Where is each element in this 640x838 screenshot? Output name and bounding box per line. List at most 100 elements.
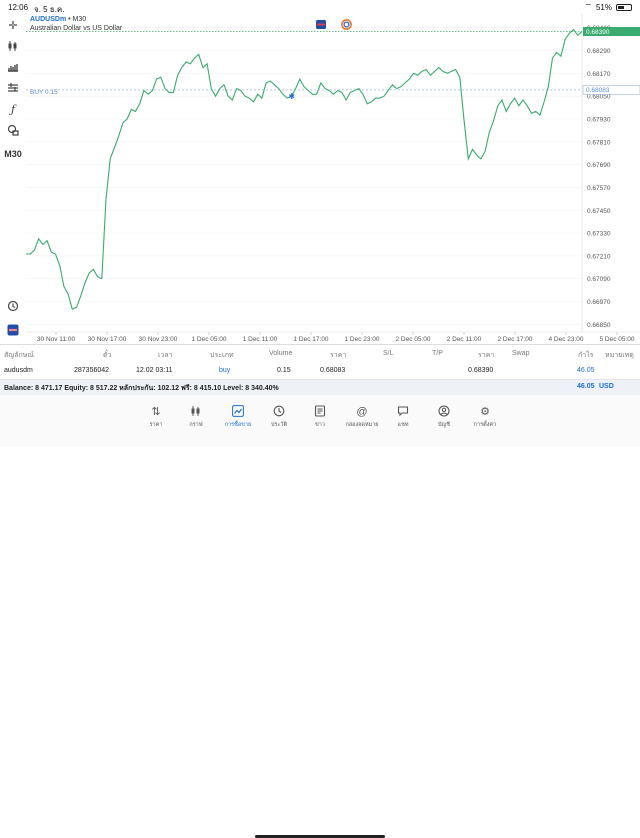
- chart-symbol-description: Australian Dollar vs US Dollar: [30, 25, 123, 32]
- y-tick-label: 0.68290: [587, 48, 611, 55]
- crosshair-icon[interactable]: ✛: [8, 19, 18, 32]
- tab-mailbox[interactable]: @ กล่องจดหมาย: [342, 405, 382, 429]
- x-tick-label: 2 Dec 11:00: [447, 336, 482, 343]
- position-profit: 46.05: [577, 367, 595, 374]
- history-clock-icon: [259, 405, 299, 419]
- current-price-tag: [583, 27, 640, 37]
- y-tick-label: 0.67090: [587, 276, 611, 283]
- tab-chat[interactable]: แชท: [383, 405, 423, 429]
- total-profit: 46.05: [577, 383, 595, 390]
- y-tick-label: 0.68050: [587, 94, 611, 101]
- y-tick-label: 0.67930: [587, 116, 611, 123]
- indicators-icon[interactable]: [5, 60, 21, 74]
- quotes-arrows-icon: ⇅: [151, 406, 161, 418]
- position-row[interactable]: audusdm 287356042 12.02 03:11 buy 0.15 0…: [0, 362, 640, 378]
- flag-icon[interactable]: [5, 323, 21, 337]
- col-type: ประเภท: [210, 352, 234, 359]
- col-price: ราคา: [330, 352, 347, 359]
- status-right: ⌔ 51%: [584, 2, 632, 12]
- status-bar: 12:06 จ. 5 ธ.ค. ⌔ 51%: [0, 0, 640, 14]
- y-tick-label: 0.67450: [587, 208, 611, 215]
- position-current-price: 0.68390: [468, 367, 494, 374]
- price-series-line: [26, 28, 583, 310]
- account-summary: Balance: 8 471.17 Equity: 8 517.22 หลักป…: [0, 379, 640, 396]
- position-time: 12.02 03:11: [136, 367, 173, 374]
- function-icon[interactable]: ƒ: [10, 102, 16, 116]
- position-ticket: 287356042: [74, 367, 110, 374]
- tab-history[interactable]: ประวัติ: [259, 405, 299, 429]
- y-tick-label: 0.68170: [587, 71, 611, 78]
- y-tick-label: 0.67330: [587, 231, 611, 238]
- y-tick-label: 0.66850: [587, 322, 611, 329]
- x-tick-label: 1 Dec 23:00: [344, 336, 379, 343]
- col-sl: S/L: [383, 350, 394, 357]
- timeframe-selector[interactable]: M30: [4, 149, 22, 159]
- y-tick-label: 0.67210: [587, 253, 611, 260]
- x-tick-label: 2 Dec 05:00: [395, 336, 430, 343]
- chart-bars-icon: [176, 405, 216, 419]
- position-type: buy: [219, 367, 231, 374]
- chart-toolbar: ✛ ƒ M30: [0, 14, 26, 344]
- chart-type-icon[interactable]: [5, 39, 21, 53]
- chart-symbol: AUDUSDm: [30, 16, 67, 23]
- objects-icon[interactable]: [5, 81, 21, 95]
- current-price-text: 0.68390: [586, 29, 610, 36]
- y-tick-label: 0.67810: [587, 139, 611, 146]
- position-volume: 0.15: [277, 367, 291, 374]
- col-profit: กำไร: [578, 352, 594, 359]
- currency: USD: [599, 383, 614, 390]
- x-tick-label: 4 Dec 23:00: [548, 336, 583, 343]
- status-date: จ. 5 ธ.ค.: [34, 5, 65, 14]
- buy-marker-icon: ✱: [288, 92, 295, 101]
- y-tick-label: 0.66970: [587, 299, 611, 306]
- alarm-clock-icon[interactable]: [5, 299, 21, 313]
- tab-news[interactable]: ข่าว: [300, 405, 340, 429]
- x-tick-label: 1 Dec 17:00: [293, 336, 328, 343]
- balance-text: Balance: 8 471.17 Equity: 8 517.22 หลักป…: [4, 385, 279, 392]
- x-tick-label: 1 Dec 05:00: [191, 336, 226, 343]
- tab-trade[interactable]: การซื้อขาย: [218, 405, 258, 429]
- col-ticket: ตั๋ว: [103, 352, 112, 359]
- col-tp: T/P: [432, 350, 443, 357]
- mailbox-at-icon: @: [356, 406, 368, 418]
- battery-icon: [616, 3, 632, 11]
- trade-icon: [218, 405, 258, 419]
- x-tick-label: 5 Dec 05:00: [599, 336, 634, 343]
- bottom-tab-bar: ⇅ ราคา กราฟ การซื้อขาย ประวัติ ข่าว @ กล…: [0, 395, 640, 838]
- y-tick-label: 0.67570: [587, 185, 611, 192]
- settings-gear-icon: ⚙: [480, 406, 490, 418]
- col-time: เวลา: [158, 352, 173, 359]
- position-symbol: audusdm: [4, 367, 33, 374]
- buy-order-label: BUY 0.15: [30, 89, 58, 96]
- x-tick-label: 30 Nov 23:00: [139, 336, 178, 343]
- wifi-icon: ⌔: [584, 2, 592, 11]
- chat-icon: [383, 405, 423, 419]
- positions-header: สัญลักษณ์ ตั๋ว เวลา ประเภท Volume ราคา S…: [0, 344, 640, 363]
- col-price-current: ราคา: [478, 352, 495, 359]
- shapes-icon[interactable]: [5, 123, 21, 137]
- x-tick-label: 1 Dec 11:00: [243, 336, 278, 343]
- col-swap: Swap: [512, 350, 530, 357]
- chart-symbol-title: AUDUSDm • M30: [30, 16, 86, 23]
- price-chart[interactable]: 0.684100.682900.681700.680500.679300.678…: [26, 14, 640, 344]
- y-tick-label: 0.67690: [587, 162, 611, 169]
- col-comment: หมายเหตุ: [605, 352, 634, 359]
- tab-settings[interactable]: ⚙ การตั้งค่า: [465, 405, 505, 429]
- price-chart-svg: 0.684100.682900.681700.680500.679300.678…: [26, 14, 640, 343]
- news-icon: [300, 405, 340, 419]
- tab-quotes[interactable]: ⇅ ราคา: [136, 405, 176, 429]
- col-symbol: สัญลักษณ์: [4, 352, 34, 359]
- chart-timeframe: • M30: [66, 16, 87, 23]
- x-tick-label: 30 Nov 11:00: [37, 336, 76, 343]
- status-time: 12:06: [8, 3, 29, 12]
- col-volume: Volume: [269, 350, 293, 357]
- x-tick-label: 30 Nov 17:00: [88, 336, 127, 343]
- tab-account[interactable]: บัญชี: [424, 405, 464, 429]
- buy-price-tag: [582, 85, 640, 95]
- position-open-price: 0.68083: [320, 367, 346, 374]
- tab-chart[interactable]: กราฟ: [176, 405, 216, 429]
- battery-percent: 51%: [595, 2, 612, 12]
- x-tick-label: 2 Dec 17:00: [497, 336, 532, 343]
- buy-price-text: 0.68083: [586, 87, 610, 94]
- account-user-icon: [424, 405, 464, 419]
